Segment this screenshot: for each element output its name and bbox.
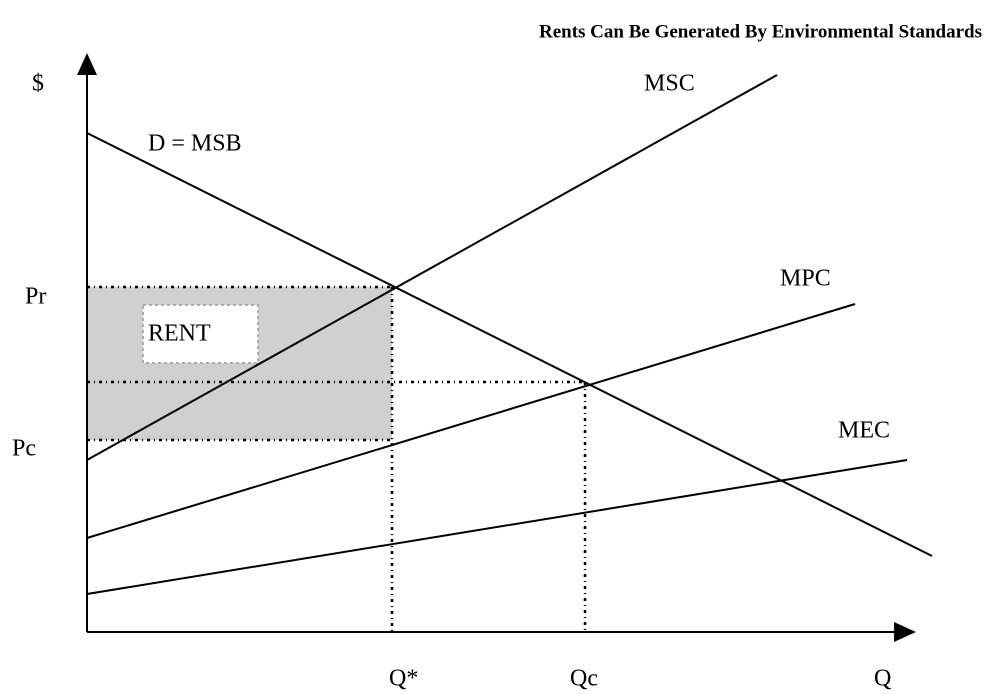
mpc-curve xyxy=(86,303,856,539)
title: Rents Can Be Generated By Environmental … xyxy=(539,21,982,42)
mec-curve xyxy=(86,459,908,595)
rent-label: RENT xyxy=(148,321,211,347)
mpc-label: MPC xyxy=(780,266,831,292)
demand-curve xyxy=(86,132,933,557)
rent-box xyxy=(142,304,259,364)
pc-label: Pc xyxy=(12,436,36,462)
qc-label: Qc xyxy=(570,666,598,692)
demand-label: D = MSB xyxy=(148,131,242,157)
q-star-label: Q* xyxy=(389,666,418,692)
mec-label: MEC xyxy=(838,418,890,444)
pr-label: Pr xyxy=(25,284,46,310)
msc-label: MSC xyxy=(644,71,695,97)
x-axis-label: Q xyxy=(874,666,891,692)
msc-curve xyxy=(86,74,778,461)
y-axis-label: $ xyxy=(32,71,44,97)
